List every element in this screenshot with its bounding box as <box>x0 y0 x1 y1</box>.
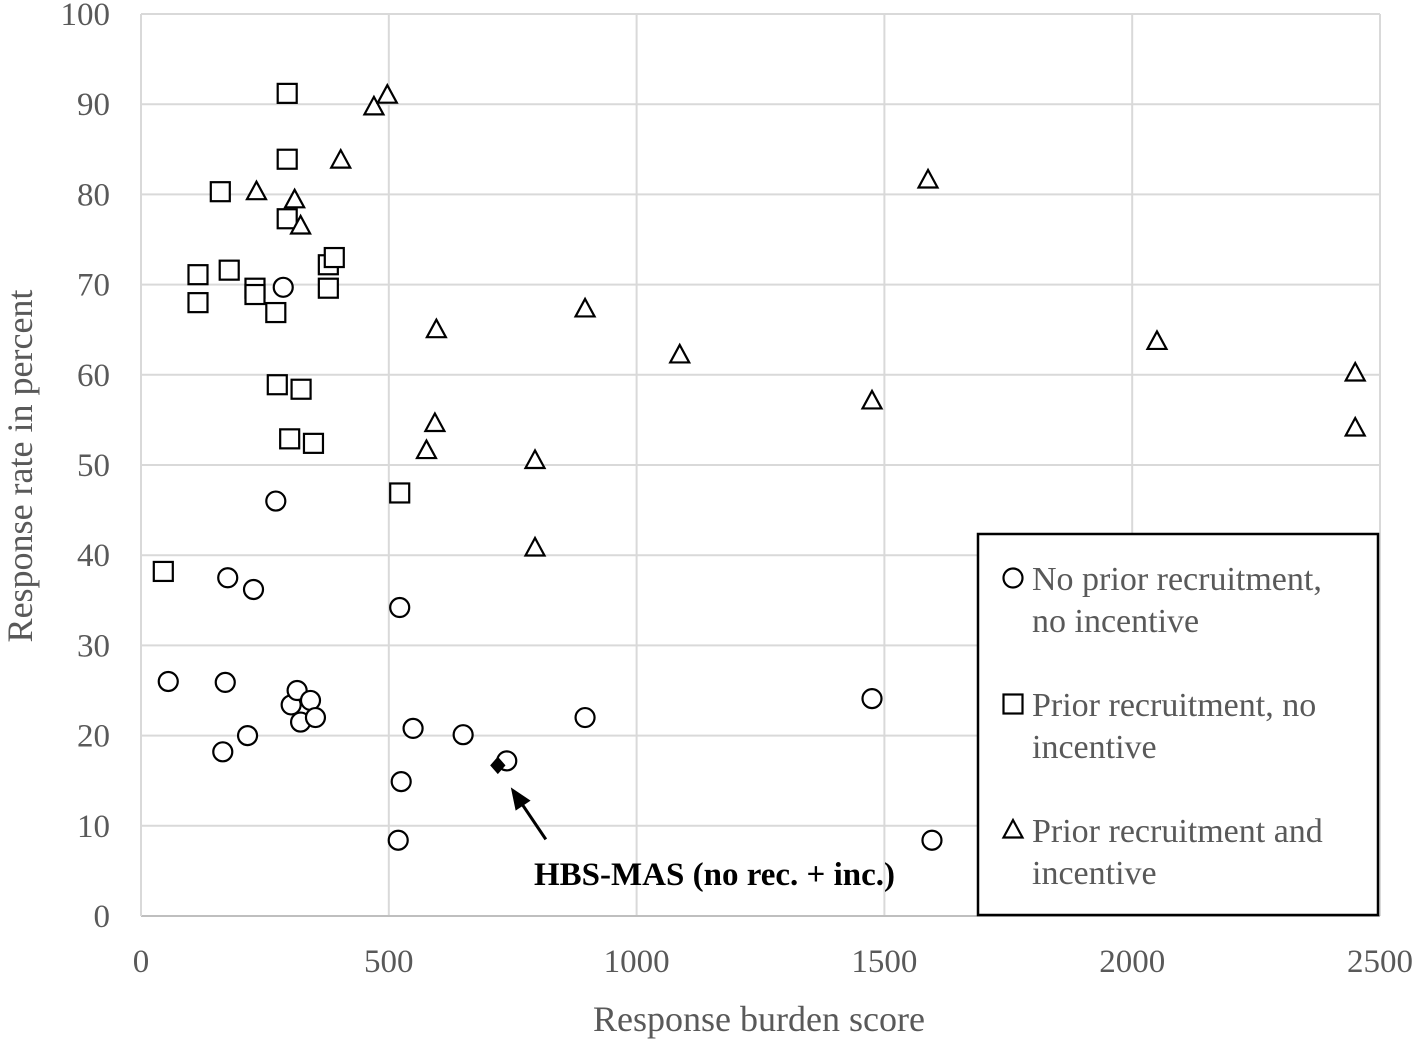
y-tick-label: 100 <box>61 0 111 33</box>
circle-point <box>157 670 179 693</box>
legend-box <box>976 532 1380 917</box>
circle-point <box>236 724 259 747</box>
triangle-point <box>860 388 884 410</box>
triangle-point <box>916 167 940 189</box>
square-point <box>187 292 209 314</box>
x-tick-label: 500 <box>364 944 414 980</box>
square-point <box>276 148 298 170</box>
square-point <box>276 208 298 230</box>
square-point <box>279 428 301 450</box>
triangle-point <box>523 448 547 470</box>
square-point <box>218 259 240 281</box>
circle-point <box>212 741 234 763</box>
circle-point <box>402 717 424 739</box>
x-tick-label: 2000 <box>1099 944 1165 980</box>
y-axis-title: Response rate in percent <box>0 290 40 643</box>
x-tick-label: 2500 <box>1347 944 1413 980</box>
circle-point <box>387 829 409 851</box>
triangle-point <box>523 535 547 557</box>
legend-label: Prior recruitment and <box>1032 813 1323 850</box>
legend-triangle-icon <box>1001 817 1025 839</box>
triangle-point <box>375 82 399 104</box>
circle-point <box>389 596 411 619</box>
triangle-point <box>415 438 438 460</box>
triangle-point <box>425 317 448 339</box>
y-tick-label: 30 <box>77 628 110 664</box>
square-point <box>323 246 345 269</box>
x-axis-ticks: 0 500 1000 1500 2000 2500 <box>133 944 1413 980</box>
triangle-point <box>362 94 386 116</box>
annotation-arrow-head <box>510 787 531 811</box>
square-point <box>302 432 325 454</box>
y-tick-label: 0 <box>94 899 111 935</box>
x-tick-label: 1500 <box>851 944 917 980</box>
square-point <box>209 181 231 203</box>
square-point <box>187 264 209 286</box>
triangle-point <box>1145 329 1169 351</box>
y-tick-label: 60 <box>77 358 110 394</box>
triangle-point <box>245 179 268 201</box>
x-axis-title: Response burden score <box>593 999 925 1039</box>
square-point <box>266 374 288 396</box>
circle-point <box>217 567 239 589</box>
triangle-point <box>1343 360 1367 382</box>
circle-point <box>299 689 322 712</box>
square-point <box>290 378 312 400</box>
triangle-point <box>668 342 692 364</box>
circle-point <box>242 578 265 601</box>
circle-point <box>304 706 327 729</box>
circle-point <box>574 706 596 729</box>
y-tick-label: 90 <box>77 87 110 123</box>
square-point <box>317 277 339 299</box>
y-tick-label: 40 <box>77 538 110 574</box>
circle-point <box>390 771 412 793</box>
y-tick-label: 80 <box>77 177 110 213</box>
data-points <box>152 82 1367 851</box>
y-tick-label: 50 <box>77 448 110 484</box>
y-axis-ticks: 0 10 20 30 40 50 60 70 80 90 100 <box>61 0 111 935</box>
circle-point <box>861 688 883 710</box>
square-point <box>152 560 174 583</box>
circle-point <box>452 724 474 746</box>
legend: No prior recruitment, no incentive Prior r… <box>976 532 1380 917</box>
triangle-point <box>283 187 306 209</box>
triangle-point <box>329 147 353 169</box>
square-point <box>265 301 287 324</box>
triangle-point <box>289 213 312 235</box>
legend-label: incentive <box>1032 729 1157 766</box>
square-point <box>389 482 411 504</box>
legend-circle-icon <box>1002 567 1024 589</box>
legend-label: incentive <box>1032 855 1157 892</box>
highlight-annotation: HBS-MAS (no rec. + inc.) <box>490 756 895 893</box>
legend-label: no incentive <box>1032 603 1199 640</box>
legend-label: No prior recruitment, <box>1032 561 1322 598</box>
highlight-diamond-point <box>490 756 506 775</box>
square-point <box>276 82 298 104</box>
y-tick-label: 20 <box>77 719 110 755</box>
triangle-point <box>1343 415 1367 437</box>
triangle-point <box>423 411 447 433</box>
circle-point <box>272 276 294 298</box>
y-tick-label: 10 <box>77 809 110 845</box>
x-tick-label: 1000 <box>604 944 670 980</box>
highlight-label: HBS-MAS (no rec. + inc.) <box>534 857 895 893</box>
y-tick-label: 70 <box>77 268 110 304</box>
circle-point <box>214 671 236 693</box>
circle-point <box>921 829 943 851</box>
circle-point <box>265 490 287 512</box>
legend-square-icon <box>1002 693 1024 715</box>
triangle-point <box>573 296 597 318</box>
legend-label: Prior recruitment, no <box>1032 687 1316 724</box>
x-tick-label: 0 <box>133 944 150 980</box>
square-point <box>244 283 266 306</box>
